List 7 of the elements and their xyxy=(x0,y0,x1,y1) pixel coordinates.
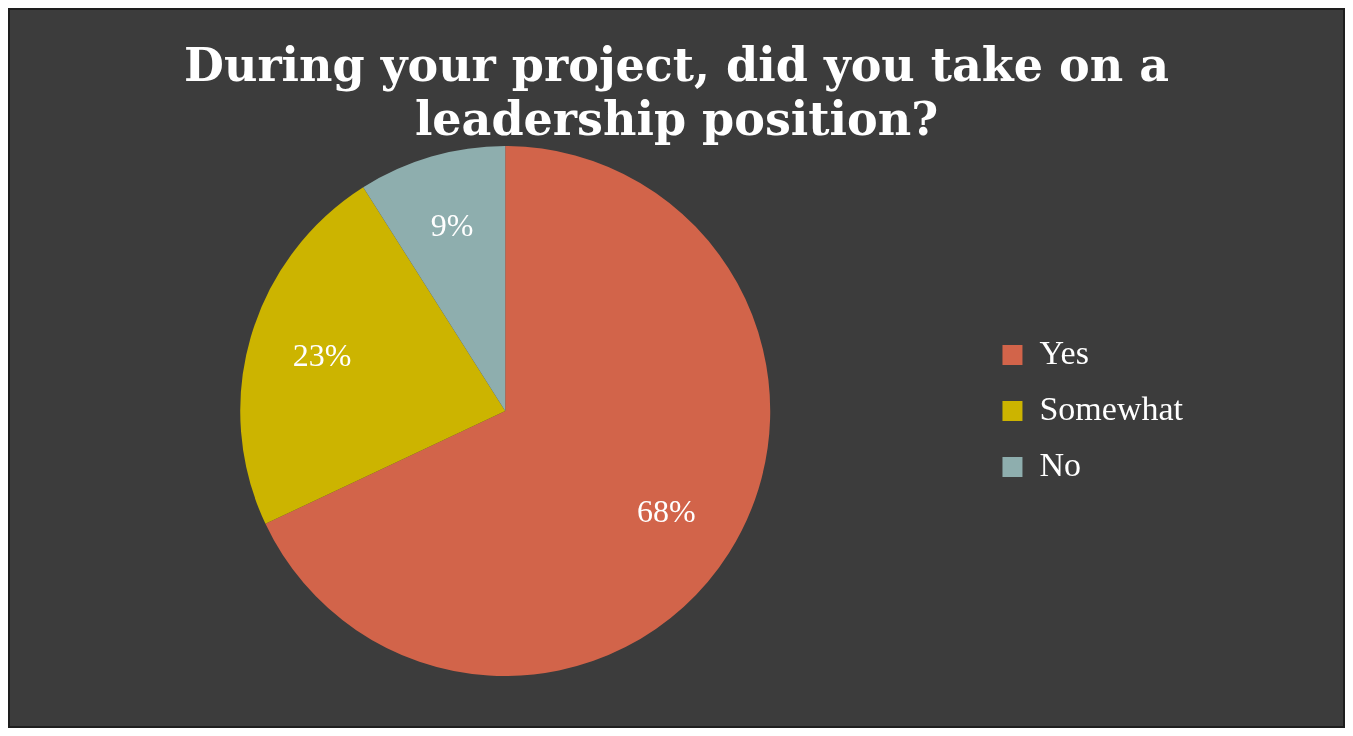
legend-label: Somewhat xyxy=(1039,389,1184,427)
legend-label: Yes xyxy=(1039,333,1089,371)
chart-title: During your project, did you take on a leadership position? xyxy=(183,37,1170,146)
data-label: 9% xyxy=(430,207,474,244)
data-label: 23% xyxy=(292,337,352,374)
legend-label: No xyxy=(1039,445,1082,483)
data-label: 68% xyxy=(637,492,696,529)
